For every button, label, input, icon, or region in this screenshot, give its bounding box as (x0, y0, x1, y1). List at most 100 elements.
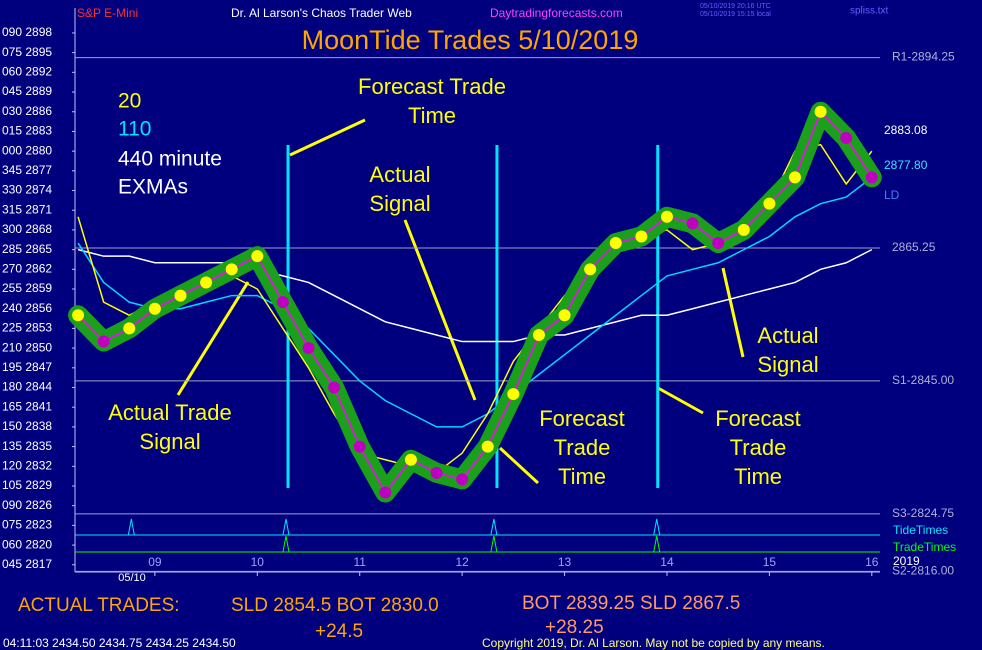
price-dot (609, 237, 622, 250)
header-site: Daytradingforecasts.com (490, 6, 623, 20)
y-tick-label: 030 2886 (2, 104, 52, 118)
price-dot (404, 453, 417, 466)
annotation: Actual (369, 162, 430, 187)
header-stamp: 05/10/2019 15:15 local (700, 11, 771, 18)
header-stamp: 05/10/2019 20:16 UTC (700, 3, 771, 10)
y-tick-label: 045 2889 (2, 84, 52, 98)
legend-text: 20 (118, 90, 141, 113)
price-dot (72, 309, 85, 322)
year-label: 2019 (893, 554, 920, 568)
status-line: 04:11:03 2434.50 2434.75 2434.25 2434.50 (3, 636, 236, 650)
level-label: R1-2894.25 (892, 50, 955, 64)
price-dot (814, 105, 827, 118)
price-dot (456, 473, 469, 486)
price-dot (865, 171, 878, 184)
time-spike (282, 535, 290, 553)
price-dot (148, 302, 161, 315)
annotation-pointers (176, 118, 745, 485)
annotation: Actual (757, 323, 818, 348)
header-file: spliss.txt (850, 6, 889, 17)
time-spike (127, 518, 135, 536)
annotation: Trade (730, 435, 787, 460)
pointer (176, 281, 250, 396)
y-tick-label: 090 2898 (2, 25, 52, 39)
legend-text: 110 (118, 118, 151, 141)
time-spike (490, 518, 498, 536)
x-tick-label: 13 (558, 555, 572, 569)
y-tick-label: 075 2823 (2, 518, 52, 532)
price-dot (763, 197, 776, 210)
y-tick-label: 120 2832 (2, 458, 52, 472)
y-tick-label: 015 2883 (2, 124, 52, 138)
pointer (289, 118, 366, 157)
y-tick-label: 150 2838 (2, 419, 52, 433)
price-dot (507, 388, 520, 401)
annotation: Time (558, 464, 606, 489)
annotation: Forecast (715, 406, 801, 431)
y-tick-label: 195 2847 (2, 360, 52, 374)
right-label: 2883.08 (884, 123, 928, 137)
header-left: S&P E-Mini (77, 6, 138, 20)
price-dot (328, 381, 341, 394)
pointer (657, 386, 704, 415)
pointer (721, 267, 745, 358)
annotation: Trade (554, 435, 611, 460)
y-tick-label: 075 2895 (2, 45, 52, 59)
series-line (77, 248, 873, 343)
chart-title: MoonTide Trades 5/10/2019 (302, 25, 639, 55)
y-tick-label: 180 2844 (2, 380, 52, 394)
y-tick-label: 105 2829 (2, 478, 52, 492)
time-spike (282, 518, 290, 536)
level-label: S1-2845.00 (892, 373, 954, 387)
header-center: Dr. Al Larson's Chaos Trader Web (231, 6, 412, 20)
price-dot (353, 440, 366, 453)
price-dot (225, 263, 238, 276)
y-tick-label: 225 2853 (2, 321, 52, 335)
price-dot (430, 466, 443, 479)
price-dot (660, 210, 673, 223)
price-dot (737, 223, 750, 236)
price-dot (584, 263, 597, 276)
y-tick-label: 210 2850 (2, 340, 52, 354)
trade-result-2: +28.25 (545, 617, 604, 638)
row-label: TradeTimes (893, 540, 956, 554)
annotation: Time (408, 103, 456, 128)
y-tick-label: 255 2859 (2, 281, 52, 295)
row-label: TideTimes (893, 523, 948, 537)
trade-1: SLD 2854.5 BOT 2830.0 (231, 595, 439, 616)
price-dot (302, 342, 315, 355)
price-dot (251, 250, 264, 263)
price-dot (481, 440, 494, 453)
annotation: Signal (757, 352, 818, 377)
price-dot (840, 132, 853, 145)
price-dot (788, 171, 801, 184)
x-tick-label: 15 (763, 555, 777, 569)
y-tick-label: 300 2868 (2, 222, 52, 236)
x-tick-label: 10 (251, 555, 265, 569)
y-tick-label: 060 2892 (2, 65, 52, 79)
price-dot (276, 296, 289, 309)
annotation: Time (734, 464, 782, 489)
price-dot (712, 237, 725, 250)
copyright: Copyright 2019, Dr. Al Larson. May not b… (482, 636, 825, 650)
annotation: Signal (139, 429, 200, 454)
y-tick-label: 165 2841 (2, 399, 52, 413)
y-tick-label: 270 2862 (2, 261, 52, 275)
right-label: LD (884, 188, 900, 202)
y-tick-label: 315 2871 (2, 202, 52, 216)
price-dot (686, 217, 699, 230)
time-spike (490, 535, 498, 553)
x-tick-label: 11 (353, 555, 366, 569)
annotation: Forecast (539, 406, 625, 431)
annotation: Signal (369, 191, 430, 216)
pointer (498, 446, 540, 485)
level-label: S2-2816.00 (892, 564, 954, 578)
x-tick-label: 16 (865, 555, 879, 569)
annotation: Actual Trade (108, 400, 232, 425)
y-tick-label: 330 2874 (2, 183, 52, 197)
price-dot (532, 328, 545, 341)
price-dot (174, 289, 187, 302)
price-dot (123, 322, 136, 335)
legend-text: 440 minute (118, 148, 222, 171)
